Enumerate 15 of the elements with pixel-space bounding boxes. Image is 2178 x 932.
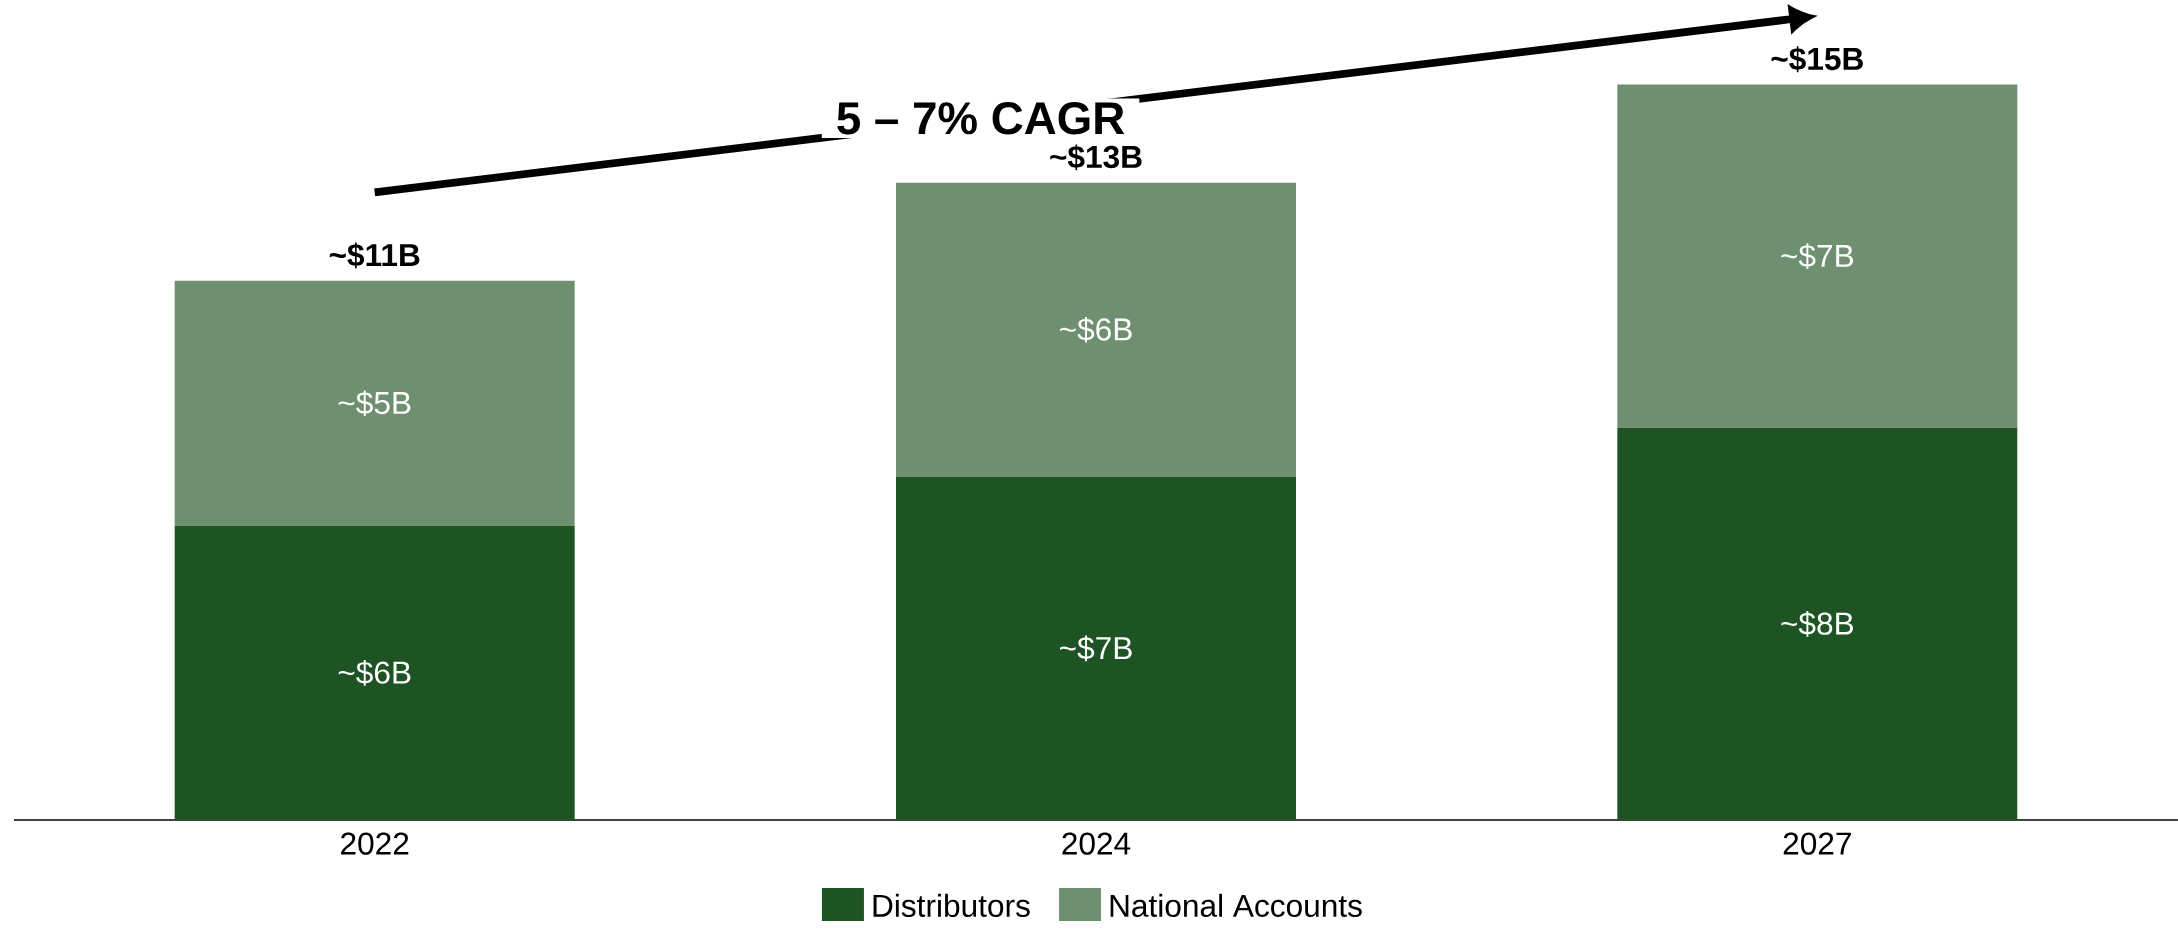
- data-label: ~$7B: [1781, 243, 1854, 269]
- x-tick-label: 2027: [1783, 832, 1851, 855]
- data-label: ~$6B: [338, 660, 411, 686]
- legend-label: Distributors: [873, 893, 1030, 918]
- x-tick-label: 2024: [1062, 832, 1131, 855]
- total-label: ~$11B: [329, 242, 420, 269]
- x-tick-label: 2022: [341, 832, 409, 855]
- total-label: ~$15B: [1771, 46, 1863, 73]
- data-label: ~$6B: [1060, 316, 1132, 343]
- data-label: ~$7B: [1060, 635, 1132, 662]
- data-label: ~$5B: [338, 390, 411, 417]
- data-label: ~$8B: [1781, 611, 1854, 637]
- annotation: 5 – 7% CAGR: [837, 102, 1125, 135]
- total-label: ~$13B: [1050, 144, 1142, 171]
- legend-label: National Accounts: [1110, 893, 1362, 918]
